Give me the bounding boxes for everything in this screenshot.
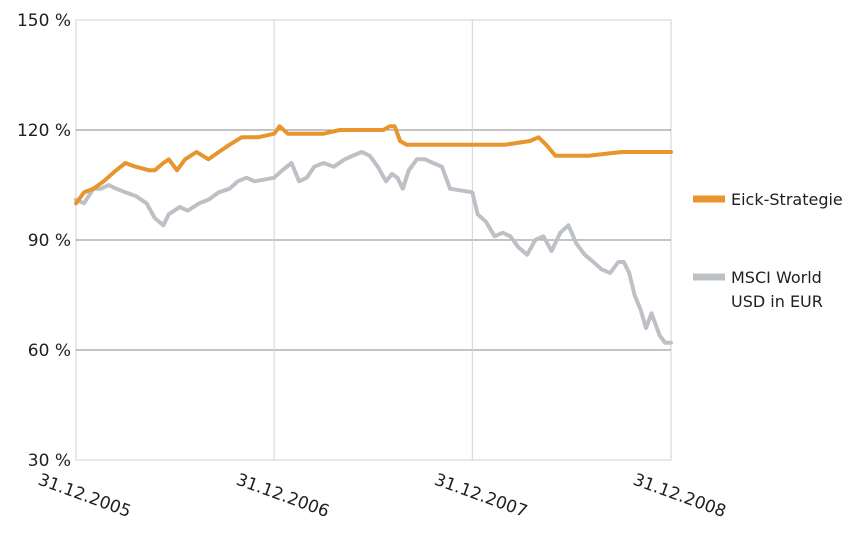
- y-tick-label: 30 %: [28, 451, 71, 471]
- series-line: [74, 150, 673, 345]
- legend: Eick-Strategie MSCI World USD in EUR: [693, 190, 843, 311]
- x-tick-label: 31.12.2005: [35, 470, 133, 522]
- series-line: [74, 124, 673, 206]
- grid: [75, 19, 672, 461]
- legend-label: Eick-Strategie: [731, 190, 843, 209]
- y-tick-label: 60 %: [28, 341, 71, 361]
- y-tick-label: 120 %: [17, 121, 71, 141]
- y-tick-label: 90 %: [28, 231, 71, 251]
- x-axis: 31.12.2005 31.12.2006 31.12.2007 31.12.2008: [35, 470, 728, 522]
- y-tick-label: 150 %: [17, 11, 71, 31]
- x-tick-label: 31.12.2007: [432, 470, 530, 522]
- y-axis: 30 % 60 % 90 % 120 % 150 %: [17, 11, 71, 471]
- plot-area: [74, 124, 673, 345]
- x-tick-label: 31.12.2006: [233, 470, 331, 522]
- x-tick-label: 31.12.2008: [630, 470, 728, 522]
- legend-label: MSCI World USD in EUR: [731, 268, 823, 311]
